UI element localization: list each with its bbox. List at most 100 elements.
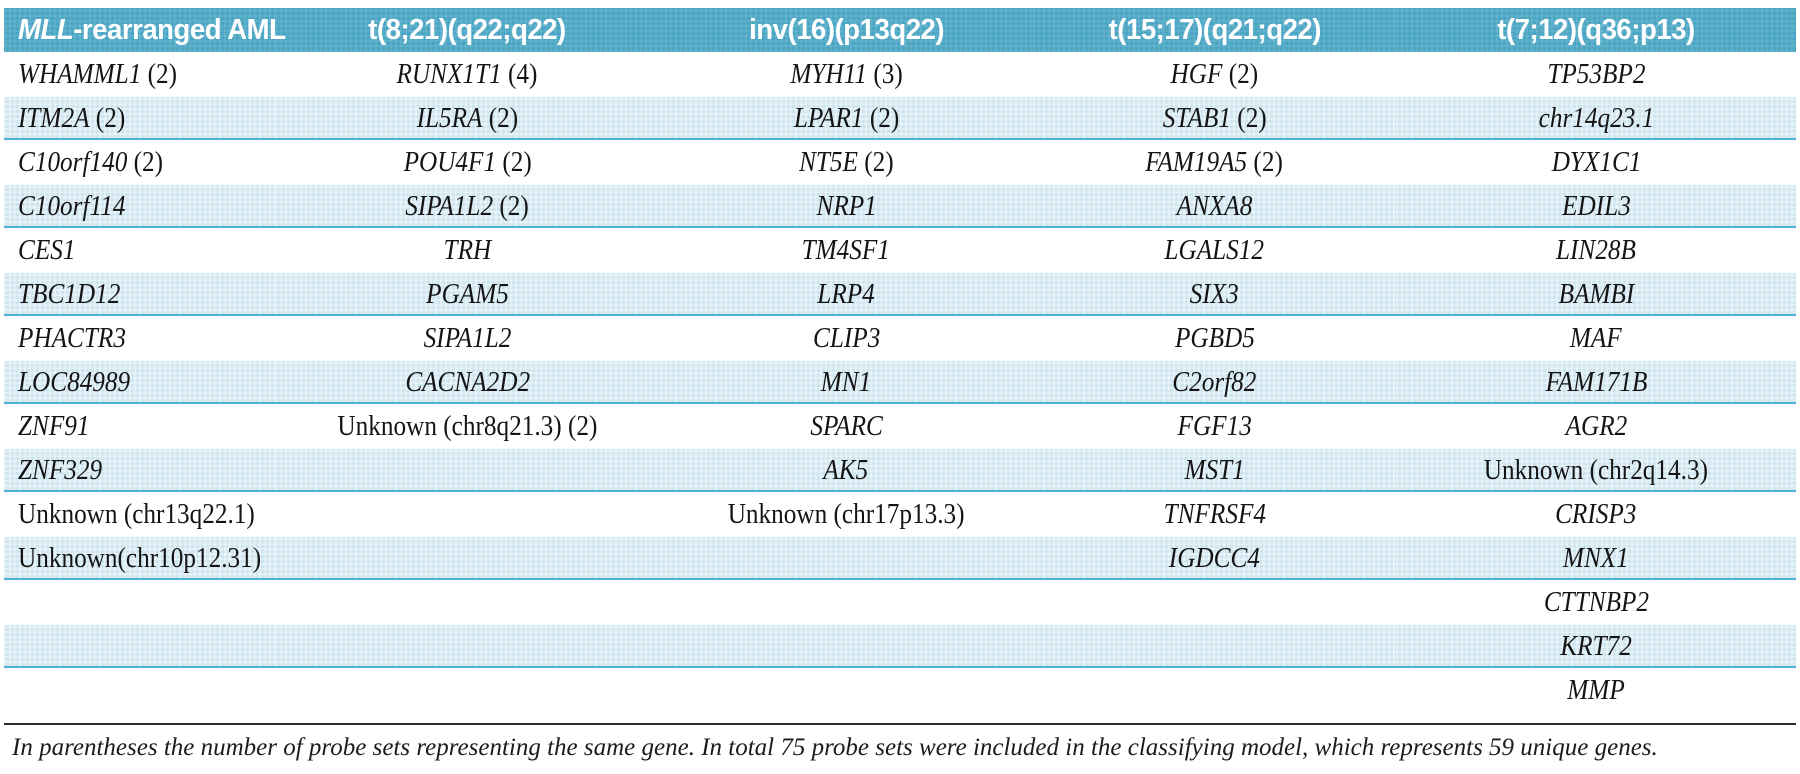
table-cell xyxy=(274,536,660,580)
table-cell: MST1 xyxy=(1032,448,1397,492)
column-header: t(7;12)(q36;p13) xyxy=(1396,8,1796,52)
gene-name: STAB1 xyxy=(1162,102,1231,134)
cell-text: MN1 xyxy=(821,360,871,404)
gene-name: TM4SF1 xyxy=(802,234,891,266)
table-cell: Unknown (chr2q14.3) xyxy=(1396,448,1796,492)
gene-name: FAM19A5 xyxy=(1145,146,1248,178)
table-row: ITM2A (2) IL5RA (2) LPAR1 (2) STAB1 (2) chr1… xyxy=(4,96,1796,140)
table-cell: Unknown (chr13q22.1) xyxy=(4,492,275,536)
table-cell xyxy=(4,580,275,624)
table-cell: ANXA8 xyxy=(1032,184,1397,228)
table-cell: FGF13 xyxy=(1033,404,1397,448)
gene-name: chr14q23.1 xyxy=(1538,102,1654,134)
gene-name: SIPA1L2 xyxy=(405,190,494,222)
cell-text: LGALS12 xyxy=(1165,228,1265,272)
gene-name: HGF xyxy=(1170,58,1223,90)
plain-text: (2) xyxy=(857,146,894,178)
table-cell: MAF xyxy=(1396,316,1796,360)
plain-text: (4) xyxy=(501,58,538,90)
table-cell: NRP1 xyxy=(659,184,1033,228)
cell-text: TRH xyxy=(443,228,491,272)
gene-name: C10orf140 xyxy=(18,146,128,178)
cell-text: Unknown (chr17p13.3) xyxy=(728,492,965,536)
cell-text: STAB1 (2) xyxy=(1162,96,1266,140)
cell-text: Unknown(chr10p12.31) xyxy=(18,536,261,580)
table-cell: ZNF91 xyxy=(4,404,275,448)
plain-text: (3) xyxy=(866,58,903,90)
cell-text: CLIP3 xyxy=(813,316,880,360)
table-cell: TM4SF1 xyxy=(660,228,1033,272)
column-header: t(15;17)(q21;q22) xyxy=(1032,8,1397,52)
table-cell: SIPA1L2 xyxy=(275,316,660,360)
cell-text: PHACTR3 xyxy=(18,316,126,360)
table-row: C10orf140 (2) POU4F1 (2) NT5E (2) FAM19A5 (… xyxy=(4,140,1796,184)
plain-text: (2) xyxy=(495,146,532,178)
table-cell: LPAR1 (2) xyxy=(659,96,1033,140)
table-cell: LOC84989 xyxy=(4,360,275,404)
cell-text: HGF (2) xyxy=(1171,52,1259,96)
gene-name: SPARC xyxy=(809,410,883,442)
cell-text: WHAMML1 (2) xyxy=(18,52,177,96)
gene-name: AK5 xyxy=(823,454,869,486)
cell-text: ITM2A (2) xyxy=(18,96,125,140)
table-cell: CRISP3 xyxy=(1396,492,1796,536)
table-row: CES1 TRH TM4SF1 LGALS12 LIN28B xyxy=(4,228,1796,272)
gene-name: ZNF329 xyxy=(18,454,103,486)
cell-text: PGBD5 xyxy=(1175,316,1255,360)
gene-name: MST1 xyxy=(1184,454,1245,486)
gene-name: LRP4 xyxy=(817,278,875,310)
plain-text: Unknown(chr10p12.31) xyxy=(18,542,262,574)
table-row: ZNF329 AK5 MST1 Unknown (chr2q14.3) xyxy=(4,448,1796,492)
gene-name: MN1 xyxy=(820,366,872,398)
cell-text: POU4F1 (2) xyxy=(403,140,531,184)
gene-name: C2orf82 xyxy=(1172,366,1257,398)
plain-text: (2) xyxy=(127,146,164,178)
gene-name: PHACTR3 xyxy=(18,322,126,354)
cell-text: TNFRSF4 xyxy=(1163,492,1265,536)
cell-text: MMP xyxy=(1567,668,1624,712)
gene-name: WHAMML1 xyxy=(18,58,142,90)
table-cell: TBC1D12 xyxy=(4,272,275,316)
plain-text: (2) xyxy=(1222,58,1259,90)
table-cell xyxy=(1033,668,1397,712)
gene-name: TP53BP2 xyxy=(1547,58,1646,90)
cell-text: EDIL3 xyxy=(1562,184,1631,228)
plain-text: (2) xyxy=(141,58,178,90)
gene-name: SIPA1L2 xyxy=(423,322,512,354)
table-cell: SIX3 xyxy=(1032,272,1397,316)
gene-name: AGR2 xyxy=(1565,410,1628,442)
gene-name: TRH xyxy=(443,234,492,266)
column-header: inv(16)(p13q22) xyxy=(659,8,1033,52)
table-cell: TRH xyxy=(275,228,660,272)
plain-text: inv(16)(p13q22) xyxy=(748,13,944,46)
table-cell xyxy=(274,624,660,668)
table-cell xyxy=(4,668,275,712)
cell-text: SIX3 xyxy=(1190,272,1239,316)
cell-text: RUNX1T1 (4) xyxy=(397,52,538,96)
cell-text: LRP4 xyxy=(817,272,874,316)
gene-name: LIN28B xyxy=(1556,234,1637,266)
cell-text: ANXA8 xyxy=(1177,184,1253,228)
gene-name: MAF xyxy=(1570,322,1623,354)
cell-text: BAMBI xyxy=(1558,272,1634,316)
cell-text: chr14q23.1 xyxy=(1538,96,1654,140)
cell-text: ZNF329 xyxy=(18,448,102,492)
table-cell: TNFRSF4 xyxy=(1033,492,1397,536)
table-row: CTTNBP2 xyxy=(4,580,1796,624)
cell-text: AGR2 xyxy=(1565,404,1627,448)
table-cell: AGR2 xyxy=(1396,404,1796,448)
gene-table: MLL-rearranged AML t(8;21)(q22;q22) inv(16… xyxy=(4,8,1796,712)
table-cell: C2orf82 xyxy=(1032,360,1397,404)
table-cell: RUNX1T1 (4) xyxy=(275,52,660,96)
table-cell: DYX1C1 xyxy=(1396,140,1796,184)
column-header: t(8;21)(q22;q22) xyxy=(274,8,660,52)
cell-text: FAM171B xyxy=(1545,360,1647,404)
table-cell: C10orf140 (2) xyxy=(4,140,275,184)
table-cell: Unknown (chr8q21.3) (2) xyxy=(275,404,660,448)
table-cell: CLIP3 xyxy=(660,316,1033,360)
table-cell: IL5RA (2) xyxy=(274,96,660,140)
gene-name: TBC1D12 xyxy=(18,278,121,310)
cell-text: LIN28B xyxy=(1556,228,1636,272)
cell-text: AK5 xyxy=(824,448,869,492)
